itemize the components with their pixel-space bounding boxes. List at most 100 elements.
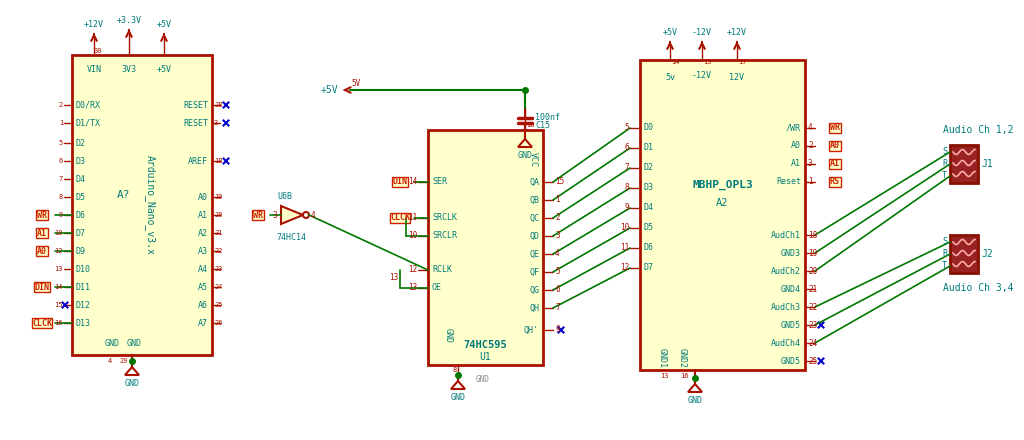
Text: +5V: +5V [157,65,171,73]
Text: 12V: 12V [729,73,744,82]
Text: D1: D1 [644,143,654,153]
Text: D1/TX: D1/TX [76,118,101,128]
Text: 6: 6 [555,286,560,294]
Text: 14: 14 [408,177,417,187]
Text: VCC: VCC [528,153,538,168]
Text: D12: D12 [76,301,91,309]
Text: D11: D11 [76,282,91,291]
Text: 19: 19 [808,249,817,257]
FancyBboxPatch shape [36,210,48,220]
Text: 9: 9 [58,212,63,218]
Text: 19: 19 [214,194,222,200]
Text: 10: 10 [54,230,63,236]
Text: WR: WR [830,124,840,132]
Text: Arduino_Nano_v3.x: Arduino_Nano_v3.x [144,155,156,255]
Text: 10: 10 [408,231,417,241]
Text: A0: A0 [791,142,801,150]
Text: SER: SER [432,177,447,187]
Text: 23: 23 [808,320,817,330]
Text: WR: WR [37,210,47,220]
Text: D10: D10 [76,264,91,274]
FancyBboxPatch shape [33,318,51,328]
Text: 8: 8 [453,367,457,373]
Text: 9: 9 [555,326,560,334]
Text: 28: 28 [214,102,222,108]
Text: 11: 11 [620,243,629,253]
Text: 8: 8 [58,194,63,200]
Text: A1: A1 [791,159,801,169]
Text: 3: 3 [272,212,278,220]
Text: 16: 16 [526,122,535,128]
Text: 16: 16 [54,320,63,326]
Text: A1: A1 [198,210,208,220]
Text: 18: 18 [214,158,222,164]
Text: 22: 22 [214,248,222,254]
Text: 15: 15 [555,177,564,187]
Text: 30: 30 [94,48,102,54]
Text: +3.3V: +3.3V [117,16,141,25]
Text: 14: 14 [671,59,680,65]
Text: Reset: Reset [776,177,801,187]
Text: 23: 23 [214,266,222,272]
Text: 4: 4 [108,358,112,364]
Text: 7: 7 [555,304,560,312]
FancyBboxPatch shape [36,246,48,256]
Text: 15: 15 [703,59,712,65]
Text: 11: 11 [408,213,417,223]
Text: 13: 13 [54,266,63,272]
Text: AudCh2: AudCh2 [771,267,801,275]
Text: 8: 8 [625,183,629,192]
FancyBboxPatch shape [829,159,841,169]
Text: GND1: GND1 [657,348,667,368]
Text: A1: A1 [830,159,840,169]
Text: 7: 7 [625,164,629,172]
Text: QA: QA [529,177,539,187]
FancyBboxPatch shape [392,177,408,187]
Text: R: R [942,249,947,258]
Text: 6: 6 [58,158,63,164]
Text: 9: 9 [625,203,629,213]
Text: +12V: +12V [727,28,746,37]
Text: 74HC595: 74HC595 [464,340,507,350]
Text: D6: D6 [76,210,86,220]
Text: 13: 13 [408,283,417,293]
Text: 3: 3 [808,159,813,169]
FancyBboxPatch shape [390,213,410,223]
Text: DIN: DIN [392,177,408,187]
FancyBboxPatch shape [829,177,841,187]
Text: +5V: +5V [157,20,171,29]
Text: /WR: /WR [786,124,801,132]
Text: QB: QB [529,195,539,205]
Text: A?: A? [118,190,131,200]
Text: 5: 5 [58,140,63,146]
Text: D0/RX: D0/RX [76,100,101,110]
Text: QH': QH' [524,326,539,334]
FancyBboxPatch shape [829,123,841,133]
Text: A6: A6 [198,301,208,309]
Text: A0: A0 [37,246,47,256]
Text: -12V: -12V [692,28,712,37]
Text: 5V: 5V [351,79,360,88]
Text: 4: 4 [311,212,315,220]
FancyBboxPatch shape [428,130,543,365]
Text: 21: 21 [808,285,817,293]
Text: D5: D5 [76,192,86,202]
Text: -12V: -12V [692,70,712,80]
Text: +5V: +5V [321,85,338,95]
FancyBboxPatch shape [950,145,978,183]
Text: 24: 24 [214,284,222,290]
Text: 7: 7 [58,176,63,182]
Text: +5V: +5V [663,28,678,37]
Text: D7: D7 [76,228,86,238]
Text: 24: 24 [808,338,817,348]
Text: T: T [942,261,947,271]
Text: D4: D4 [76,175,86,183]
Text: R: R [942,159,947,169]
Text: D6: D6 [644,243,654,253]
Text: 4: 4 [808,124,813,132]
FancyBboxPatch shape [640,60,805,370]
Text: GND2: GND2 [678,348,686,368]
Text: J1: J1 [981,159,992,169]
Text: GND: GND [443,327,453,342]
Text: A3: A3 [198,246,208,256]
